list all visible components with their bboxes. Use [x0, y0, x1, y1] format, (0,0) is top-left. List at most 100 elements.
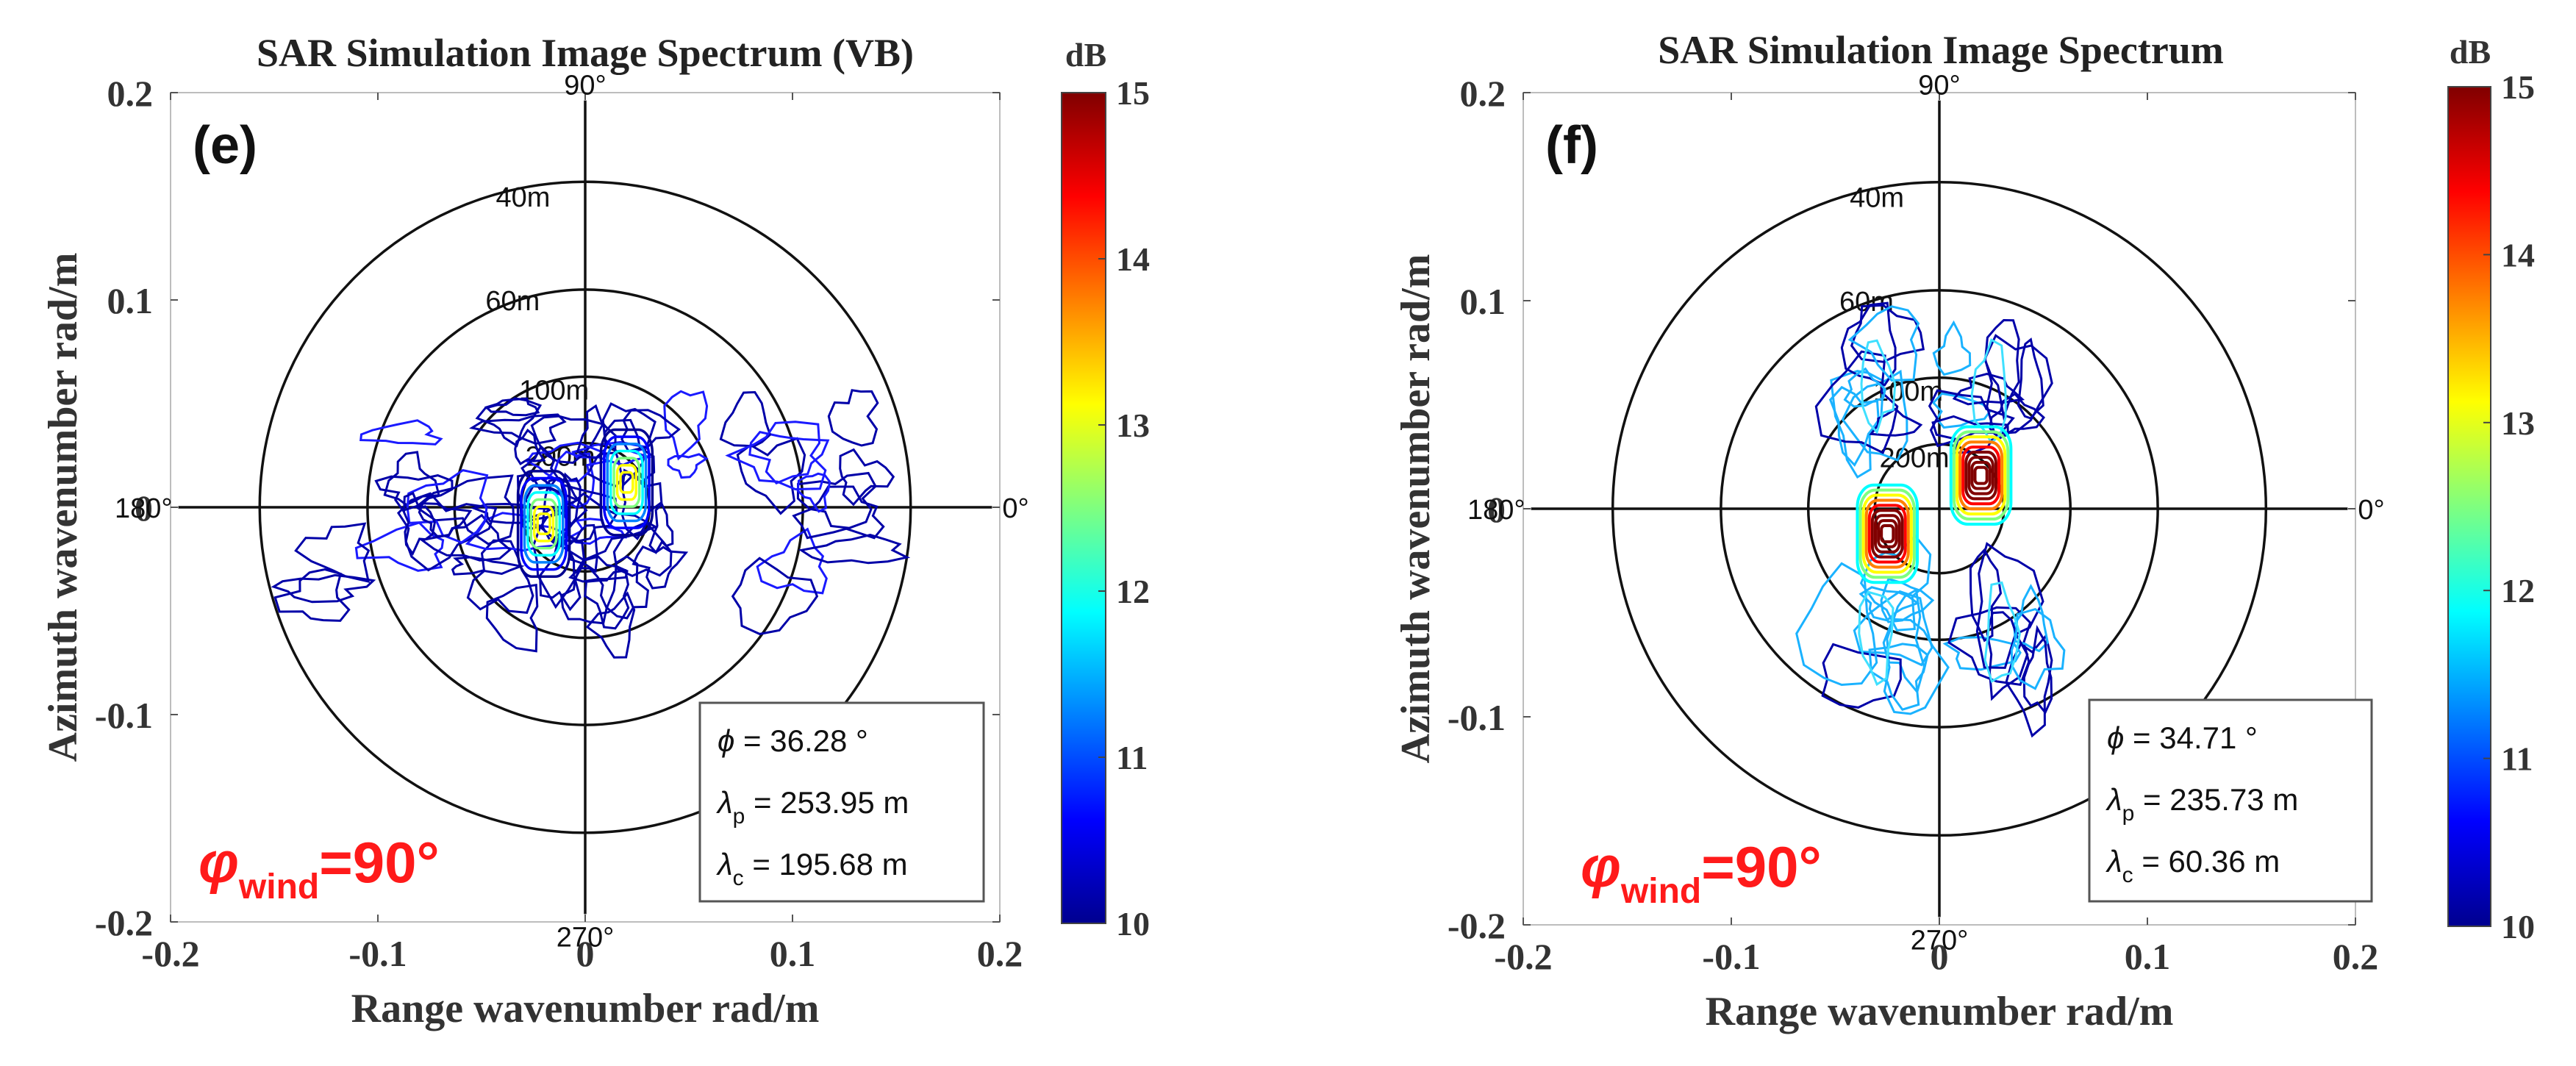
x-tick-label: 0.2	[977, 933, 1023, 974]
contour-line	[1989, 392, 2046, 440]
contour-line	[418, 502, 473, 537]
colorbar-label: dB	[2450, 33, 2491, 71]
angle-label-270: 270°	[1911, 925, 1969, 956]
panel-label: (f)	[1545, 116, 1598, 175]
contour-line	[359, 419, 443, 446]
x-tick-label: -0.2	[1494, 936, 1552, 977]
info-lambda-p: λp = 235.73 m	[2105, 782, 2298, 826]
chart-title: SAR Simulation Image Spectrum	[1658, 28, 2224, 72]
contour-line	[1828, 385, 1880, 468]
contour-line	[383, 451, 440, 507]
contour-line	[792, 485, 885, 540]
contour-line	[396, 492, 498, 572]
spectral-peak-contour	[606, 443, 648, 523]
contour-line	[796, 472, 831, 513]
colorbar-label: dB	[1065, 36, 1106, 74]
spectral-peak-contour	[1958, 440, 2004, 511]
spectral-peak-contour	[1952, 430, 2010, 521]
spectral-peak-contour	[520, 476, 568, 571]
info-lambda-c: λc = 195.68 m	[716, 847, 908, 890]
y-tick-label: -0.2	[1448, 905, 1506, 946]
colorbar-tick-label: 15	[1116, 74, 1150, 112]
contour-line	[485, 583, 539, 653]
x-tick-label: 0.2	[2333, 936, 2379, 977]
contour-line	[719, 390, 772, 448]
angle-label-270: 270°	[557, 922, 615, 953]
x-tick-label: -0.1	[1702, 936, 1760, 977]
contour-line	[530, 415, 605, 465]
contour-line	[484, 397, 540, 417]
spectral-peak-contour	[529, 498, 558, 550]
x-tick-label: 0	[576, 933, 595, 974]
spectral-peak-contour	[1873, 514, 1901, 554]
contour-line	[1860, 339, 1897, 434]
contour-line	[2022, 625, 2053, 715]
spectral-peak-contour	[1949, 425, 2013, 526]
contour-line	[1983, 334, 2053, 435]
contour-line	[798, 534, 911, 565]
angle-label-90: 90°	[564, 71, 606, 101]
wind-direction-label: φwind=90°	[1581, 834, 1822, 911]
spectral-peak-contour	[603, 435, 651, 529]
contour-line	[468, 413, 567, 446]
contour-line	[1843, 367, 1886, 408]
contour-line	[451, 556, 526, 576]
contour-line	[725, 421, 827, 491]
x-tick-label: -0.1	[348, 933, 407, 974]
ring-label: 60m	[485, 286, 540, 317]
angle-label-90: 90°	[1918, 71, 1960, 101]
chart-panel-0: SAR Simulation Image Spectrum (VB)-0.2 -0…	[40, 31, 1150, 1031]
contour-line	[1858, 590, 1895, 687]
y-tick-label: -0.1	[95, 695, 153, 736]
ring-label: 40m	[495, 182, 550, 213]
y-tick-label: 0.1	[107, 280, 154, 321]
colorbar-tick-label: 12	[2501, 572, 2535, 609]
y-axis-label: Azimuth wavenumber rad/m	[1393, 254, 1439, 764]
spectral-peak-contour	[619, 471, 634, 494]
contour-line	[1969, 548, 2003, 643]
spectral-peak-contour	[615, 464, 638, 501]
info-phi: ϕ = 34.71 °	[2107, 720, 2258, 755]
spectral-peak-contour	[1877, 519, 1898, 548]
spectral-peak-contour	[1967, 455, 1994, 496]
y-tick-label: 0.1	[1460, 281, 1506, 322]
spectral-peak-contour	[523, 484, 565, 564]
contour-line	[1947, 606, 2032, 687]
contour-line	[403, 491, 436, 557]
contour-line	[585, 591, 636, 659]
contour-line	[667, 453, 709, 479]
spectral-peak-contour	[612, 457, 641, 508]
y-tick-label: 0	[1487, 489, 1506, 530]
x-tick-label: 0	[1931, 936, 1949, 977]
spectral-peak-contour	[516, 470, 571, 578]
spectral-peak-contour	[1867, 504, 1907, 564]
info-phi: ϕ = 36.28 °	[718, 723, 868, 758]
spectral-peak-contour	[1870, 509, 1904, 559]
contour-line	[561, 472, 582, 527]
y-tick-label: -0.2	[95, 902, 153, 943]
spectral-peak-contour	[1856, 483, 1920, 584]
colorbar-tick-label: 12	[1116, 573, 1150, 610]
spectral-peak-contour	[532, 505, 555, 543]
info-box	[698, 701, 985, 903]
angle-label-180: 180°	[115, 493, 173, 524]
colorbar-tick-label: 14	[1116, 240, 1150, 278]
contour-line	[1840, 301, 1897, 387]
contour-line	[1847, 305, 1920, 382]
colorbar-tick-label: 14	[2501, 236, 2535, 273]
spectral-peak-contour	[599, 428, 654, 537]
x-tick-label: 0.1	[770, 933, 816, 974]
contour-line	[1814, 350, 1899, 454]
x-axis-label: Range wavenumber rad/m	[351, 986, 820, 1031]
colorbar-tick-label: 13	[2501, 404, 2535, 442]
contour-line	[796, 471, 877, 529]
contour-line	[1986, 611, 2029, 701]
info-lambda-c: λc = 60.36 m	[2105, 844, 2280, 887]
wind-direction-label: φwind=90°	[198, 830, 440, 906]
y-tick-label: 0.2	[107, 73, 154, 114]
spectral-peak-contour	[526, 491, 562, 557]
contour-line	[1932, 320, 1972, 376]
colorbar	[1061, 92, 1106, 924]
spectral-peak-contour	[1970, 460, 1992, 490]
colorbar-tick-label: 13	[1116, 407, 1150, 444]
